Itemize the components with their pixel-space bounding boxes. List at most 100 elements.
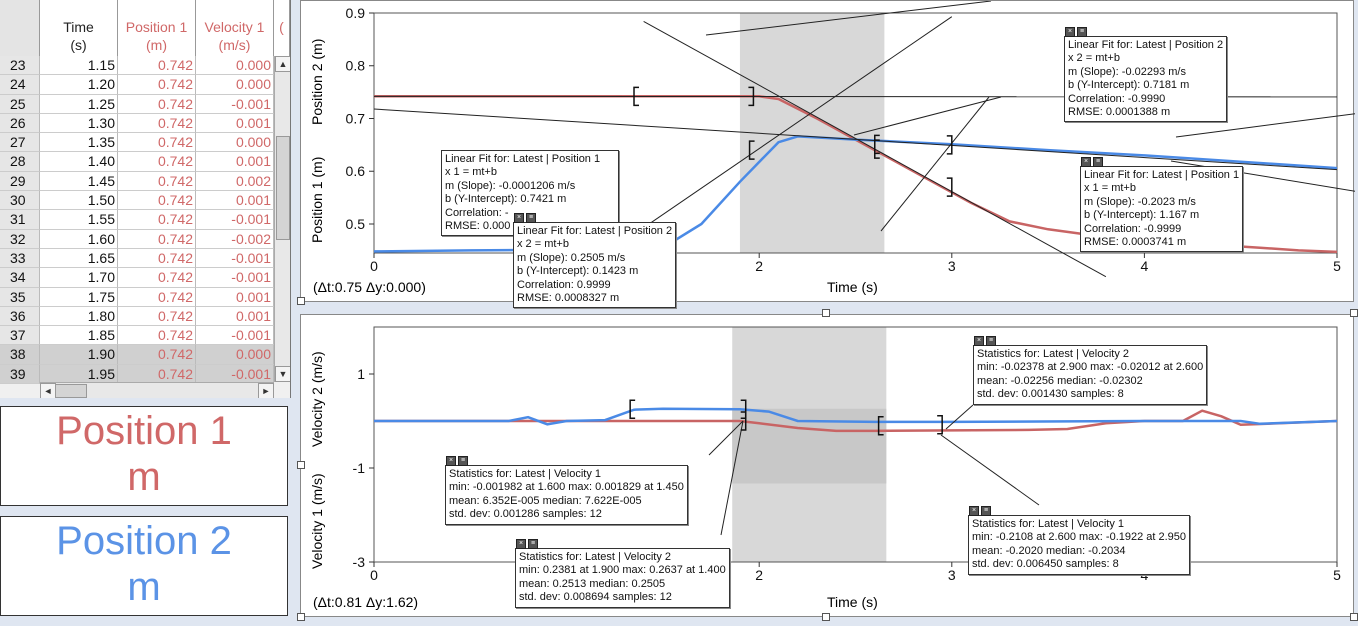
column-header-position-1[interactable]: Position 1 (m) (118, 0, 196, 56)
table-row[interactable]: 24 1.20 0.742 0.000 (0, 75, 274, 95)
close-icon[interactable]: × (969, 506, 979, 516)
options-icon[interactable]: ≡ (1077, 27, 1087, 37)
cell-time[interactable]: 1.75 (40, 287, 118, 307)
table-vertical-scrollbar[interactable]: ▲ ▼ (274, 56, 290, 382)
graph-resize-handle[interactable] (297, 613, 305, 621)
cell-time[interactable]: 1.55 (40, 210, 118, 230)
cell-time[interactable]: 1.60 (40, 229, 118, 249)
cell-position-1[interactable]: 0.742 (118, 268, 196, 288)
linear-fit-annotation-position-2-rise[interactable]: × ≡ Linear Fit for: Latest | Position 2 x… (513, 213, 677, 309)
table-row[interactable]: 34 1.70 0.742 -0.001 (0, 268, 274, 288)
cell-position-1[interactable]: 0.742 (118, 345, 196, 365)
cell-velocity-1[interactable]: 0.001 (196, 287, 274, 307)
table-row[interactable]: 33 1.65 0.742 -0.001 (0, 248, 274, 269)
table-row[interactable]: 36 1.80 0.742 0.001 (0, 306, 274, 327)
table-horizontal-scrollbar[interactable]: ◄ ► (40, 382, 274, 398)
table-row[interactable]: 23 1.15 0.742 0.000 (0, 56, 274, 76)
cell-position-1[interactable]: 0.742 (118, 229, 196, 249)
graph-resize-handle[interactable] (297, 297, 305, 305)
close-icon[interactable]: × (974, 336, 984, 346)
cell-position-1[interactable]: 0.742 (118, 248, 196, 269)
cell-time[interactable]: 1.50 (40, 191, 118, 211)
data-table[interactable]: Time (s) Position 1 (m) Velocity 1 (m/s) ( … (0, 0, 291, 398)
cell-velocity-1[interactable]: 0.001 (196, 152, 274, 172)
table-row[interactable]: 37 1.85 0.742 -0.001 (0, 326, 274, 346)
close-icon[interactable]: × (514, 213, 524, 223)
scroll-thumb[interactable] (55, 384, 87, 398)
options-icon[interactable]: ≡ (1093, 157, 1103, 167)
close-icon[interactable]: × (1081, 157, 1091, 167)
cell-position-1[interactable]: 0.742 (118, 113, 196, 134)
column-header-velocity-1[interactable]: Velocity 1 (m/s) (196, 0, 274, 56)
statistics-annotation-velocity-2[interactable]: × ≡ Statistics for: Latest | Velocity 2 m… (973, 336, 1208, 405)
cell-velocity-1[interactable]: 0.001 (196, 191, 274, 211)
cell-velocity-1[interactable]: 0.000 (196, 133, 274, 153)
annotation-controls[interactable]: × ≡ (974, 336, 996, 346)
cell-velocity-1[interactable]: -0.001 (196, 248, 274, 269)
table-row[interactable]: 28 1.40 0.742 0.001 (0, 152, 274, 172)
cell-position-1[interactable]: 0.742 (118, 94, 196, 114)
cell-time[interactable]: 1.25 (40, 94, 118, 114)
meter-position-2[interactable]: Position 2 m (0, 516, 288, 616)
cell-time[interactable]: 1.20 (40, 75, 118, 95)
scroll-right-button[interactable]: ► (258, 383, 274, 398)
table-row[interactable]: 26 1.30 0.742 0.001 (0, 113, 274, 134)
cell-velocity-1[interactable]: 0.002 (196, 171, 274, 192)
linear-fit-annotation-position-1[interactable]: ×≡ Linear Fit for: Latest | Position 1 x… (441, 150, 619, 237)
graph-resize-handle[interactable] (822, 309, 830, 317)
cell-velocity-1[interactable]: 0.000 (196, 75, 274, 95)
cell-position-1[interactable]: 0.742 (118, 133, 196, 153)
scroll-left-button[interactable]: ◄ (40, 383, 56, 398)
column-header-next[interactable]: ( (274, 0, 290, 56)
cell-time[interactable]: 1.85 (40, 326, 118, 346)
options-icon[interactable]: ≡ (526, 213, 536, 223)
cell-time[interactable]: 1.35 (40, 133, 118, 153)
position-graph[interactable]: 0123450.90.80.70.60.5 (Δt:0.75 Δy:0.000)… (300, 0, 1355, 309)
close-icon[interactable]: × (1065, 27, 1075, 37)
table-row[interactable]: 35 1.75 0.742 0.001 (0, 287, 274, 307)
cell-time[interactable]: 1.80 (40, 306, 118, 327)
scroll-up-button[interactable]: ▲ (275, 56, 290, 72)
cell-velocity-1[interactable]: 0.000 (196, 56, 274, 76)
cell-velocity-1[interactable]: 0.000 (196, 345, 274, 365)
cell-velocity-1[interactable]: 0.001 (196, 306, 274, 327)
options-icon[interactable]: ≡ (986, 336, 996, 346)
cell-velocity-1[interactable]: -0.001 (196, 94, 274, 114)
meter-position-1[interactable]: Position 1 m (0, 406, 288, 506)
graph-resize-handle[interactable] (297, 461, 305, 469)
options-icon[interactable]: ≡ (458, 456, 468, 466)
cell-velocity-1[interactable]: -0.002 (196, 229, 274, 249)
cell-position-1[interactable]: 0.742 (118, 326, 196, 346)
cell-time[interactable]: 1.45 (40, 171, 118, 192)
velocity-graph-plot[interactable]: 0123451-1-3 (301, 315, 1355, 618)
cell-position-1[interactable]: 0.742 (118, 75, 196, 95)
cell-time[interactable]: 1.15 (40, 56, 118, 76)
cell-position-1[interactable]: 0.742 (118, 191, 196, 211)
close-icon[interactable]: × (442, 150, 452, 151)
annotation-controls[interactable]: × ≡ (446, 456, 468, 466)
table-row[interactable]: 29 1.45 0.742 0.002 (0, 171, 274, 192)
cell-position-1[interactable]: 0.742 (118, 287, 196, 307)
column-header-time[interactable]: Time (s) (40, 0, 118, 56)
cell-position-1[interactable]: 0.742 (118, 171, 196, 192)
close-icon[interactable]: × (446, 456, 456, 466)
table-row[interactable]: 38 1.90 0.742 0.000 (0, 345, 274, 365)
graph-resize-handle[interactable] (822, 613, 830, 621)
cell-velocity-1[interactable]: -0.001 (196, 364, 274, 385)
cell-time[interactable]: 1.70 (40, 268, 118, 288)
cell-time[interactable]: 1.65 (40, 248, 118, 269)
options-icon[interactable]: ≡ (528, 539, 538, 549)
scroll-down-button[interactable]: ▼ (275, 366, 290, 382)
statistics-annotation-velocity-2-rise[interactable]: × ≡ Statistics for: Latest | Velocity 2 m… (515, 539, 730, 608)
table-row[interactable]: 27 1.35 0.742 0.000 (0, 133, 274, 153)
annotation-controls[interactable]: × ≡ (1081, 157, 1103, 167)
cell-time[interactable]: 1.90 (40, 345, 118, 365)
table-row[interactable]: 30 1.50 0.742 0.001 (0, 191, 274, 211)
table-row[interactable]: 32 1.60 0.742 -0.002 (0, 229, 274, 249)
cell-velocity-1[interactable]: -0.001 (196, 268, 274, 288)
statistics-annotation-velocity-1-fall[interactable]: × ≡ Statistics for: Latest | Velocity 1 m… (968, 506, 1191, 575)
linear-fit-annotation-position-1-fall[interactable]: × ≡ Linear Fit for: Latest | Position 1 x… (1080, 157, 1244, 253)
annotation-controls[interactable]: × ≡ (514, 213, 536, 223)
cell-time[interactable]: 1.30 (40, 113, 118, 134)
cell-position-1[interactable]: 0.742 (118, 152, 196, 172)
